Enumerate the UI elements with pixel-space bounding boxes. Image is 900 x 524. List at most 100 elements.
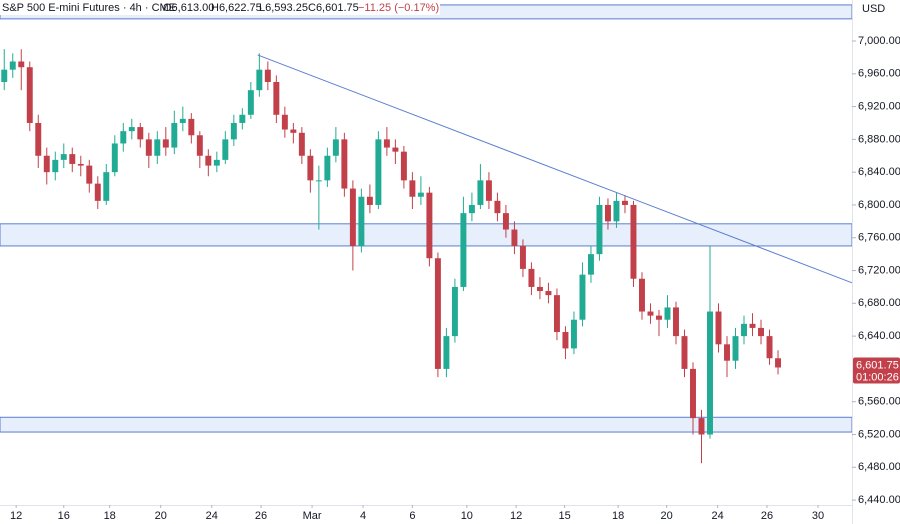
x-tick-label: 18 [104,510,116,522]
x-tick-label: 4 [360,510,366,522]
candle-body [690,368,696,419]
candle-body [383,139,390,148]
candle-body [315,180,322,182]
candle-body [307,155,314,181]
candle-body [400,151,407,181]
candle-body [26,67,33,123]
candle-body [715,311,722,345]
y-tick-label: 6,960.00 [858,68,900,80]
candle-body [86,165,93,184]
candle-body [392,147,399,152]
y-tick-label: 6,560.00 [858,396,900,408]
candle-body [621,200,628,205]
y-tick-label: 6,720.00 [858,264,900,276]
candle-body [103,172,110,201]
candle-body [656,315,662,320]
y-tick-label: 7,000.00 [858,35,900,47]
candle-body [179,118,186,123]
candle-body [349,188,356,246]
candle-body [758,327,764,337]
candle-body [536,286,543,292]
candle-body [213,159,220,166]
candle-body [485,180,492,201]
candle-body [434,258,441,369]
x-tick-label: 26 [255,510,267,522]
candle-body [154,139,161,156]
candle-body [1,69,8,82]
candle-body [528,268,535,287]
candle-body [298,132,305,156]
candle-body [562,332,569,349]
candle-body [468,204,475,214]
candle-body [111,143,118,173]
x-tick-label: 12 [10,510,22,522]
candle-body [570,319,577,349]
candle-body [417,192,424,197]
candle-body [332,139,339,156]
candle-body [519,245,526,269]
candle-body [375,139,382,205]
candle-body [290,129,297,133]
candle-body [137,127,144,140]
candle-body [766,336,773,359]
x-tick-label: 30 [812,510,824,522]
candle-body [443,336,450,369]
candle-body [460,213,467,287]
header-bg [0,0,440,15]
last-price-label: 6,601.75 [856,359,899,371]
candle-body [273,81,280,115]
candle-body [494,200,501,214]
y-tick-label: 6,440.00 [858,494,900,506]
candle-body [775,358,781,368]
candle-body [341,139,348,189]
candle-body [426,192,433,259]
candle-body [35,122,42,156]
candle-body [707,311,713,435]
candle-body [264,69,271,82]
candle-body [120,131,127,144]
x-tick-label: 15 [558,510,570,522]
candle-body [596,204,603,255]
candle-body [9,61,16,70]
candle-body [451,286,458,337]
candle-body [553,295,560,333]
candle-body [587,254,594,275]
x-tick-label: 12 [510,510,522,522]
symbol: S&P 500 E-mini Futures · 4h · CME [2,2,176,14]
candle-body [698,418,705,435]
candle-body [77,163,84,166]
ohlc-close: C6,601.75 [308,2,359,14]
candle-body [52,159,59,173]
candle-body [545,291,552,296]
candle-body [43,155,50,173]
change: −11.25 (−0.17%) [358,2,439,14]
candle-body [604,204,611,222]
x-tick-label: 20 [661,510,673,522]
candle-body [162,139,169,148]
candle-body [502,213,509,230]
candle-body [18,61,25,68]
x-tick-label: 26 [761,510,773,522]
y-tick-label: 6,760.00 [858,232,900,244]
candle-body [256,69,263,91]
candle-body [630,204,637,279]
candle-body [741,323,747,337]
zone [0,223,853,247]
y-tick-label: 6,480.00 [858,461,900,473]
x-tick-label: 16 [58,510,70,522]
trendline [257,54,853,284]
candle-body [60,154,67,160]
candle-body [69,154,76,164]
ohlc-low: L6,593.25 [259,2,308,14]
x-tick-label: 24 [712,510,724,522]
candle-body [247,90,254,115]
candle-body [222,139,229,160]
y-tick-label: 6,920.00 [858,100,900,112]
candle-body [145,139,152,156]
candle-body [128,127,135,132]
x-tick-label: Mar [303,510,322,522]
candle-body [613,200,620,222]
y-tick-label: 6,840.00 [858,166,900,178]
